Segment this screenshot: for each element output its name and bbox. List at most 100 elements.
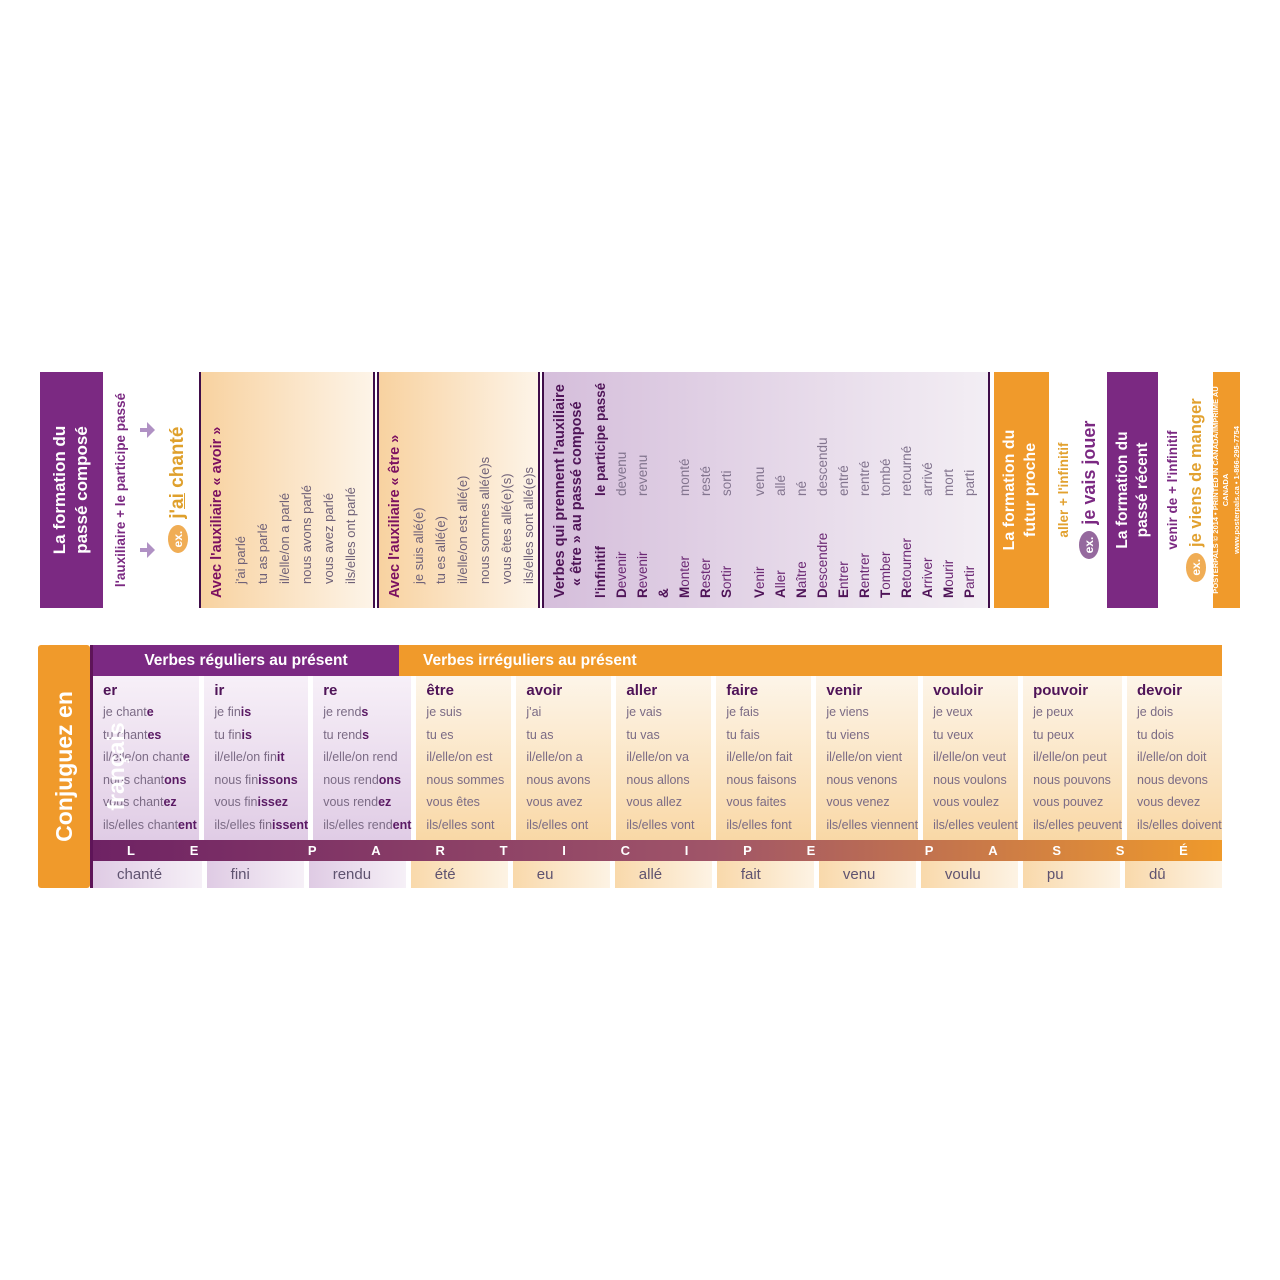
participe-cell: tombé [877,458,893,496]
conjugation-line: il/elle/on est [426,750,493,764]
verb-column-heading: venir [826,682,863,699]
conjugation-line: vous avez [526,795,583,809]
etre-verb-row: Retourner retourné [896,380,917,598]
conjugation-line: il/elle/on veut [933,750,1007,764]
row-spacer [737,380,749,598]
formula-text: l'auxiliaire + le participe passé [112,392,128,588]
example-futur-proche: ex. je vais jouer [1079,421,1100,560]
etre-verbs-column-headers: l'infinitif le participe passé [593,380,608,598]
conjugation-line: tu finis [214,727,252,742]
participe-cell: monté [676,458,692,496]
conjugation-line: je rends [323,705,369,719]
banner-letter: A [988,843,998,858]
conjugation-line: tu dois [1137,727,1174,742]
infinitif-cell: Retourner [898,537,914,598]
conjugation-line: ils/elles finissent [214,817,309,832]
participle-cell: rendu [308,861,406,888]
infinitif-cell: Rester [697,558,713,598]
verb-column-heading: aller [626,682,658,699]
verb-column-heading: être [426,682,454,699]
title-line: La formation du [1001,429,1019,551]
etre-verbs-box: Verbes qui prennent l'auxiliaire « être … [541,372,990,608]
etre-verb-row: Monter monté [674,380,695,598]
conjugation-line: nous avons [526,772,591,787]
etre-verb-row: Venir venu [749,380,770,598]
example-text: j'ai chanté [167,426,189,519]
infinitif-cell: Naître [793,561,809,598]
conjugation-line: vous finissez [214,795,289,809]
formula-text: venir de + l'infinitif [1164,430,1180,550]
verb-column-forms: je vais tu vas il/elle/on va nous allons vou… [626,701,711,836]
title-line: passé récent [1133,442,1151,538]
example-passe-compose: ex. j'ai chanté [167,374,189,606]
example-label-badge: ex. [1186,552,1207,582]
banner-letter: L [127,843,135,858]
participe-cell: revenu [634,454,650,496]
etre-auxiliary-box: Avec l'auxiliaire « être » je suis allé(… [376,372,540,608]
aux-conjugation-line: il/elle/on est allé(e) [454,475,470,584]
avoir-forms: j'ai parlé tu as parlé il/elle/on a parlé n… [230,382,362,598]
participle-cell: voulu [920,861,1018,888]
verb-column-forms: je viens tu viens il/elle/on vient nous ven… [826,701,918,836]
conjugation-table: Verbes réguliers au présent Verbes irrég… [90,645,1222,888]
participle-cell: été [410,861,508,888]
conjugation-line: nous venons [826,772,898,787]
participle-cell: eu [512,861,610,888]
conjugation-line: tu viens [826,727,870,742]
participle-cell: allé [614,861,712,888]
conjugation-line: vous voulez [933,795,1000,809]
participle-cell: fini [206,861,304,888]
aux-conjugation-line: je suis allé(e) [410,507,426,584]
infinitif-cell: Mourir [940,559,956,598]
etre-verbs-heading: Verbes qui prennent l'auxiliaire [551,384,568,598]
conjugation-line: vous faites [726,795,787,809]
infinitif-cell: Tomber [877,551,893,598]
passe-compose-title: La formation du passé composé [40,372,103,608]
infinitif-cell: Revenir [634,551,650,598]
etre-verb-row: Arriver arrivé [917,380,938,598]
participle-cell: venu [818,861,916,888]
passe-recent-formula: venir de + l'infinitif ex. je viens de m… [1158,372,1213,608]
example-text: je vais jouer [1078,420,1099,525]
conjugation-line: vous pouvez [1033,795,1104,809]
participe-cell: venu [751,466,767,496]
avoir-heading: Avec l'auxiliaire « avoir » [209,426,226,598]
conjugation-line: il/elle/on chante [103,750,190,764]
conjugation-line: je finis [214,705,252,719]
verb-column-heading: ir [214,682,225,699]
conjugation-line: ils/elles sont [426,817,495,832]
conjugation-line: vous devez [1137,795,1201,809]
infinitif-cell: Sortir [718,565,734,598]
aux-conjugation-line: nous avons parlé [299,484,315,584]
verb-column-heading: devoir [1137,682,1183,699]
conjugation-line: il/elle/on vient [826,750,903,764]
etre-verb-row: Rentrer rentré [854,380,875,598]
participle-cell: chanté [93,861,202,888]
passe-compose-bookmark-strip: La formation du passé composé l'auxiliai… [40,372,1241,608]
etre-verb-row: Sortir sorti [716,380,737,598]
example-label-badge: ex. [1079,530,1100,560]
conjugation-line: vous rendez [323,795,392,809]
banner-letter: P [743,843,752,858]
copyright-strip: POSTERPALS © 2014 • PRINTED IN CANADA/IM… [1211,372,1241,608]
banner-letter: I [562,843,566,858]
verb-column-heading: re [323,682,338,699]
aux-conjugation-line: vous avez parlé [321,492,337,584]
conjugation-line: nous finissons [214,772,298,787]
verb-column-heading: er [103,682,118,699]
participe-cell: resté [697,465,713,496]
verb-column-heading: vouloir [933,682,984,699]
conjugation-line: nous devons [1137,772,1208,787]
etre-forms: je suis allé(e) tu es allé(e) il/elle/on e… [408,382,540,598]
verb-columns: er je chante tu chantes il/elle/on chante n… [93,676,1222,840]
regular-verbs-header: Verbes réguliers au présent [93,645,399,676]
participe-cell: retourné [898,445,914,496]
title-line: passé composé [72,426,92,554]
bookmark-rotated-content: La formation du passé composé l'auxiliai… [40,372,1241,608]
infinitif-cell: Devenir [613,551,629,598]
conjugation-line: je vais [626,705,662,719]
verb-column: venir je viens tu viens il/elle/on vient no… [816,676,919,840]
infinitif-cell: Rentrer [856,552,872,598]
banner-letter: E [189,843,199,858]
verb-column: devoir je dois tu dois il/elle/on doit nous… [1127,676,1222,840]
